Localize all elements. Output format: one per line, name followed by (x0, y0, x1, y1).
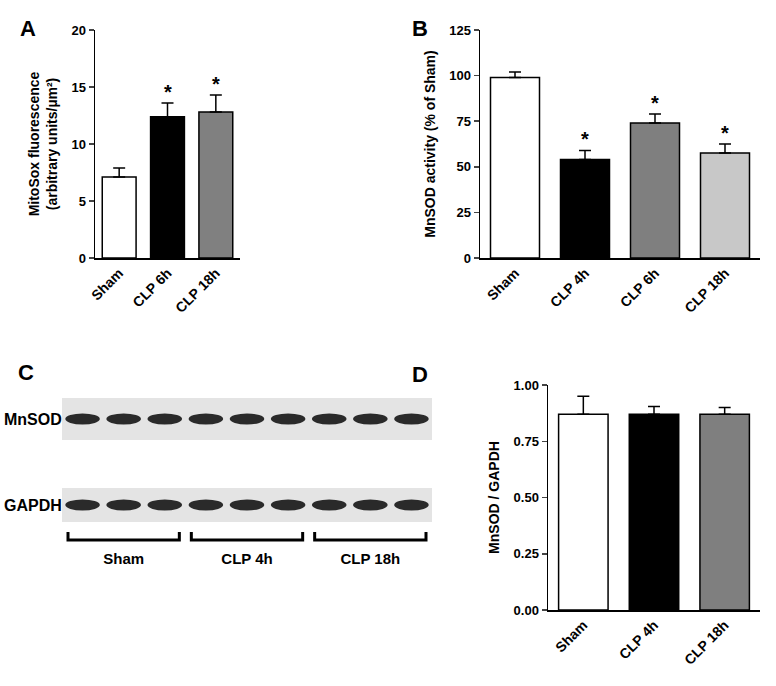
svg-text:50: 50 (456, 159, 470, 174)
svg-text:0.00: 0.00 (514, 603, 539, 618)
svg-text:MitoSox fluorescence(arbitrary: MitoSox fluorescence(arbitrary units/µm²… (26, 71, 60, 216)
svg-text:*: * (721, 122, 729, 144)
svg-text:Sham: Sham (484, 265, 522, 303)
svg-text:MnSOD activity (% of Sham): MnSOD activity (% of Sham) (422, 50, 438, 237)
svg-text:CLP 18h: CLP 18h (172, 265, 223, 316)
svg-text:*: * (212, 73, 220, 95)
svg-text:A: A (20, 16, 36, 41)
svg-text:CLP 4h: CLP 4h (616, 617, 661, 662)
svg-text:CLP 4h: CLP 4h (221, 550, 272, 567)
svg-text:C: C (18, 360, 34, 385)
svg-text:CLP 6h: CLP 6h (129, 265, 174, 310)
svg-text:1.00: 1.00 (514, 378, 539, 393)
svg-text:B: B (412, 16, 428, 41)
svg-text:MnSOD / GAPDH: MnSOD / GAPDH (486, 441, 502, 554)
svg-text:*: * (581, 128, 589, 150)
svg-text:CLP 6h: CLP 6h (617, 265, 662, 310)
svg-text:D: D (412, 362, 428, 387)
svg-text:125: 125 (449, 23, 471, 38)
svg-text:CLP 18h: CLP 18h (681, 265, 732, 316)
svg-text:Sham: Sham (552, 617, 590, 655)
svg-text:*: * (651, 92, 659, 114)
svg-text:CLP 18h: CLP 18h (340, 550, 400, 567)
svg-text:Sham: Sham (103, 550, 144, 567)
svg-text:5: 5 (79, 194, 86, 209)
svg-text:0.25: 0.25 (514, 546, 539, 561)
svg-text:*: * (164, 81, 172, 103)
svg-text:0: 0 (464, 251, 471, 266)
svg-text:CLP 18h: CLP 18h (681, 617, 732, 668)
svg-text:MnSOD: MnSOD (4, 411, 62, 428)
svg-text:GAPDH: GAPDH (4, 497, 62, 514)
svg-text:Sham: Sham (88, 265, 126, 303)
svg-text:CLP 4h: CLP 4h (547, 265, 592, 310)
svg-text:25: 25 (456, 205, 470, 220)
svg-text:0.75: 0.75 (514, 434, 539, 449)
svg-text:0: 0 (79, 251, 86, 266)
svg-text:20: 20 (71, 23, 85, 38)
svg-text:0.50: 0.50 (514, 490, 539, 505)
svg-text:15: 15 (71, 80, 85, 95)
svg-text:100: 100 (449, 68, 471, 83)
svg-text:10: 10 (71, 137, 85, 152)
svg-text:75: 75 (456, 114, 470, 129)
